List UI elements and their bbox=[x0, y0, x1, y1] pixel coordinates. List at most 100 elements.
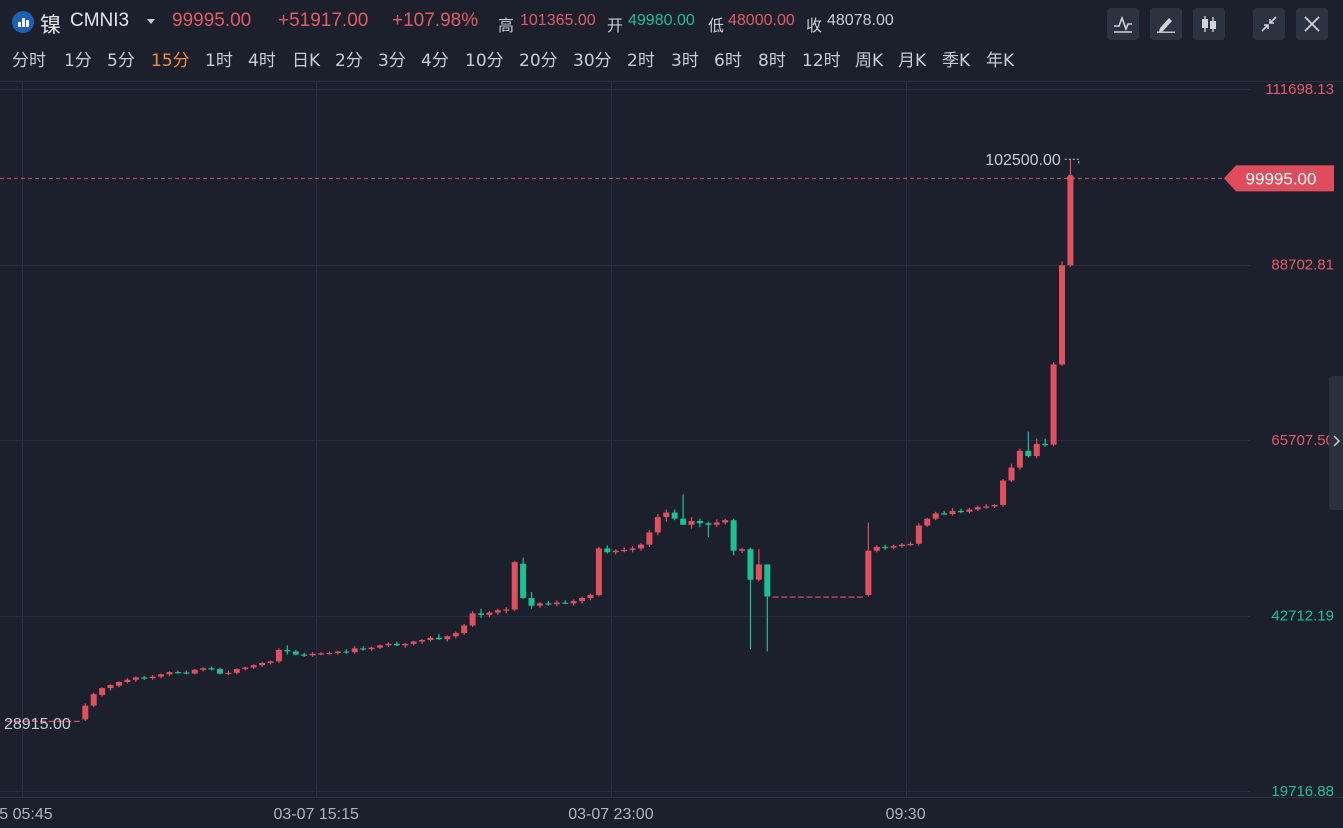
candle-body bbox=[343, 651, 350, 653]
indicator-button[interactable] bbox=[1107, 8, 1139, 40]
period-tab-20[interactable]: 季K bbox=[942, 51, 971, 71]
candle-body bbox=[360, 648, 367, 650]
close-icon bbox=[1304, 16, 1320, 32]
candle-body bbox=[82, 705, 89, 720]
candle-body bbox=[368, 647, 375, 650]
candle-body bbox=[376, 645, 383, 648]
candle-body bbox=[579, 598, 586, 602]
period-tab-15[interactable]: 6时 bbox=[714, 51, 742, 71]
candle-body bbox=[570, 601, 577, 604]
y-tick-label: 111698.13 bbox=[1265, 81, 1334, 98]
period-tab-4[interactable]: 1时 bbox=[205, 51, 233, 71]
symbol-selector[interactable]: CMNI3 bbox=[70, 10, 130, 31]
period-tab-17[interactable]: 12时 bbox=[802, 51, 841, 71]
candle-body bbox=[528, 598, 535, 606]
candle-body bbox=[932, 513, 939, 519]
period-tab-0[interactable]: 分时 bbox=[12, 51, 46, 71]
candle-body bbox=[267, 661, 274, 663]
collapse-button[interactable] bbox=[1253, 8, 1285, 40]
header-bar: 镍 CMNI3 99995.00 +51917.00 +107.98% 高 10… bbox=[0, 0, 1343, 44]
period-tab-8[interactable]: 3分 bbox=[378, 51, 406, 71]
max-price-leader bbox=[1064, 158, 1080, 164]
close-value: 48078.00 bbox=[827, 12, 894, 29]
period-tab-3[interactable]: 15分 bbox=[151, 51, 190, 71]
period-tab-2[interactable]: 5分 bbox=[107, 51, 135, 71]
candle-body bbox=[461, 625, 468, 634]
candle-body bbox=[225, 672, 232, 675]
candle-body bbox=[73, 720, 80, 723]
period-tab-18[interactable]: 周K bbox=[855, 51, 884, 71]
indicator-icon bbox=[1114, 15, 1132, 33]
candle-body bbox=[562, 602, 569, 604]
candle-body bbox=[410, 641, 417, 644]
candle-body bbox=[435, 637, 442, 640]
period-tab-7[interactable]: 2分 bbox=[335, 51, 363, 71]
candle-body bbox=[250, 665, 257, 668]
candle-body bbox=[65, 720, 72, 723]
candle-body bbox=[1033, 443, 1040, 457]
min-price-label: 28915.00 bbox=[4, 716, 71, 733]
candle-body bbox=[242, 667, 249, 670]
chart-type-button[interactable] bbox=[1193, 8, 1225, 40]
candle-body bbox=[444, 636, 451, 640]
open-label: 开 bbox=[607, 16, 624, 35]
period-tab-5[interactable]: 4时 bbox=[248, 51, 276, 71]
candle-body bbox=[974, 507, 981, 510]
candle-body bbox=[629, 548, 636, 550]
candle-body bbox=[309, 653, 316, 656]
period-tab-14[interactable]: 3时 bbox=[671, 51, 699, 71]
candle-body bbox=[764, 564, 771, 597]
period-tab-21[interactable]: 年K bbox=[986, 51, 1015, 71]
candle-body bbox=[393, 643, 400, 646]
last-price-tag-label: 99995.00 bbox=[1246, 169, 1317, 188]
candle-body bbox=[823, 596, 830, 598]
side-panel-toggle[interactable] bbox=[1329, 376, 1343, 510]
candle-body bbox=[469, 613, 476, 626]
candle-body bbox=[797, 596, 804, 598]
period-tab-9[interactable]: 4分 bbox=[421, 51, 449, 71]
candle-body bbox=[351, 648, 358, 653]
candle-body bbox=[511, 562, 518, 610]
period-tab-11[interactable]: 20分 bbox=[519, 51, 558, 71]
period-tab-16[interactable]: 8时 bbox=[758, 51, 786, 71]
candle-body bbox=[890, 546, 897, 548]
candle-body bbox=[739, 549, 746, 551]
period-tab-13[interactable]: 2时 bbox=[627, 51, 655, 71]
candle-body bbox=[680, 518, 687, 525]
candle-body bbox=[924, 518, 931, 526]
candle-body bbox=[1008, 467, 1015, 481]
period-tab-1[interactable]: 1分 bbox=[64, 51, 92, 71]
candle-body bbox=[486, 612, 493, 615]
candle-body bbox=[292, 651, 299, 655]
candle-body bbox=[259, 662, 266, 666]
candle-body bbox=[520, 563, 527, 599]
candle-body bbox=[646, 532, 653, 545]
max-price-label: 102500.00 bbox=[985, 152, 1061, 169]
x-tick-label: 09:30 bbox=[886, 806, 926, 823]
period-tab-10[interactable]: 10分 bbox=[465, 51, 504, 71]
high-value: 101365.00 bbox=[520, 12, 596, 29]
candle-body bbox=[705, 523, 712, 525]
candle-body bbox=[587, 594, 594, 599]
candle-body bbox=[427, 637, 434, 641]
chevron-down-icon[interactable] bbox=[147, 19, 155, 24]
candle-body bbox=[402, 643, 409, 646]
candle-body bbox=[124, 679, 131, 682]
candle-body bbox=[1025, 450, 1032, 457]
draw-tool-button[interactable] bbox=[1150, 8, 1182, 40]
candle-body bbox=[654, 517, 661, 533]
close-button[interactable] bbox=[1296, 8, 1328, 40]
candle-body bbox=[1067, 178, 1074, 266]
candle-body bbox=[789, 596, 796, 598]
period-tab-19[interactable]: 月K bbox=[898, 51, 927, 71]
period-tab-6[interactable]: 日K bbox=[292, 51, 321, 71]
draw-icon bbox=[1157, 18, 1175, 33]
candle-body bbox=[90, 694, 97, 706]
candle-body bbox=[612, 550, 619, 553]
candle-body bbox=[848, 596, 855, 598]
open-value: 49980.00 bbox=[628, 12, 695, 29]
candle-body bbox=[208, 668, 215, 670]
period-tab-12[interactable]: 30分 bbox=[573, 51, 612, 71]
candle-body bbox=[991, 504, 998, 507]
